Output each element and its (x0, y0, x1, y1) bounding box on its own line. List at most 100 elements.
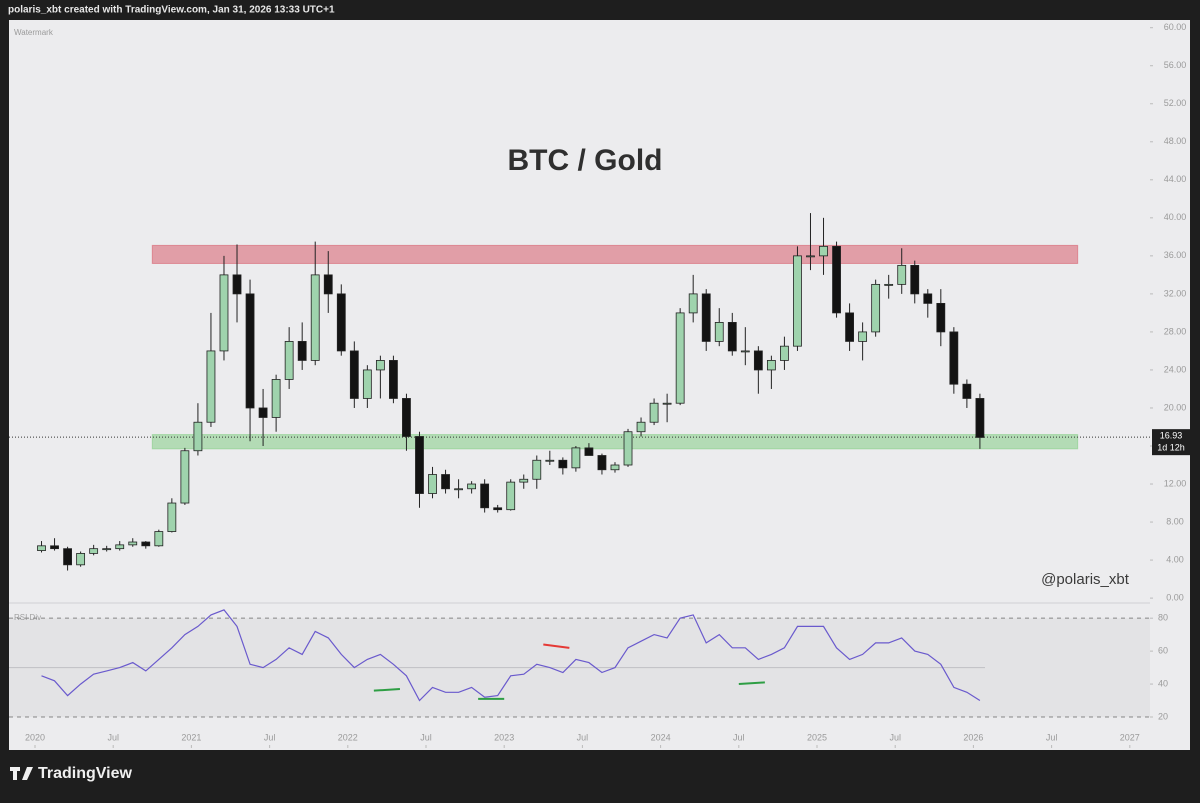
candle-body (571, 447, 581, 469)
candle-body (63, 548, 72, 566)
candle-body (688, 293, 698, 314)
y-tick-label: 52.00 (1164, 98, 1187, 108)
candle-body (271, 379, 281, 418)
candle-body (780, 345, 789, 361)
candle-body (493, 507, 503, 511)
candle-body (180, 450, 190, 504)
candle-body (402, 398, 411, 437)
candle-body (936, 302, 946, 333)
zone (151, 434, 1079, 450)
candle-body (597, 455, 607, 471)
y-tick-label: 4.00 (1166, 554, 1184, 564)
candle-body (819, 245, 828, 257)
candle-body (89, 548, 99, 554)
y-tick-label: 8.00 (1166, 516, 1184, 526)
y-tick-label: 48.00 (1164, 136, 1187, 146)
y-tick-label: 12.00 (1164, 478, 1187, 488)
y-tick-label: 36.00 (1164, 250, 1187, 260)
candle-body (336, 293, 346, 352)
x-tick-label: 2026 (963, 732, 983, 742)
y-tick-label: 28.00 (1164, 326, 1187, 336)
logo-text: TradingView (38, 765, 133, 782)
countdown-label: 1d 12h (1157, 443, 1185, 453)
x-tick-label: Jul (577, 732, 589, 742)
x-tick-label: 2022 (338, 732, 358, 742)
x-tick-label: Jul (264, 732, 276, 742)
last-price-label: 16.93 (1160, 431, 1183, 441)
candle-body (558, 459, 568, 469)
x-tick-label: 2020 (25, 732, 45, 742)
y-tick-label: 60.00 (1164, 22, 1187, 32)
x-tick-label: Jul (1046, 732, 1058, 742)
candle-body (154, 531, 164, 547)
candle-body (115, 544, 125, 550)
logo-mark (22, 767, 33, 780)
candle-body (727, 322, 737, 352)
rsi-divergence (373, 688, 400, 692)
y-tick-label: 40.00 (1164, 212, 1187, 222)
rsi-pane (9, 605, 1150, 745)
x-tick-label: Jul (107, 732, 119, 742)
candle-body (349, 350, 359, 399)
rsi-tick-label: 60 (1158, 645, 1168, 655)
candle-body (128, 541, 138, 546)
candle-body (167, 502, 177, 532)
candle-body (232, 274, 242, 295)
candle-body (362, 369, 372, 399)
candle-body (50, 545, 59, 550)
candle-body (610, 464, 620, 471)
candle-body (428, 474, 437, 494)
candle-body (845, 312, 854, 342)
x-tick-label: 2023 (494, 732, 514, 742)
rsi-divergence (543, 643, 570, 649)
author-annotation: @polaris_xbt (1041, 571, 1130, 588)
candle-body (219, 274, 229, 352)
candle-body (662, 402, 672, 405)
y-tick-label: 56.00 (1164, 60, 1187, 70)
y-tick-label: 44.00 (1164, 174, 1187, 184)
candle-body (206, 350, 216, 423)
candle-body (454, 488, 463, 491)
candle-body (962, 383, 972, 399)
logo: TradingView (10, 765, 133, 782)
candle-body (519, 478, 529, 483)
candle-body (766, 360, 776, 371)
candle-body (949, 331, 959, 385)
candle-body (389, 360, 398, 399)
candle-body (76, 553, 86, 566)
x-tick-label: 2024 (651, 732, 671, 742)
header-text: polaris_xbt created with TradingView.com… (8, 5, 335, 16)
candle-body (480, 483, 490, 509)
candle-body (806, 255, 815, 258)
rsi-line (41, 609, 981, 702)
candle-body (310, 274, 320, 361)
candle-body (532, 459, 542, 480)
x-tick-label: Jul (889, 732, 901, 742)
rsi-label: RSI Div (14, 613, 41, 622)
y-tick-label: 24.00 (1164, 364, 1187, 374)
candle-body (584, 447, 594, 456)
rsi-divergence (738, 681, 765, 686)
candle-body (832, 245, 841, 314)
candle-body (37, 545, 46, 551)
candle-body (193, 421, 203, 452)
candle-body (297, 341, 307, 361)
x-tick-label: Jul (733, 732, 745, 742)
candle-body (415, 436, 424, 494)
rsi-tick-label: 80 (1158, 613, 1168, 623)
x-tick-label: 2027 (1120, 732, 1140, 742)
candle-body (975, 398, 985, 438)
candle-body (623, 431, 633, 466)
rsi-tick-label: 20 (1158, 711, 1168, 721)
y-tick-label: 0.00 (1166, 592, 1184, 602)
candle-body (923, 293, 933, 304)
candle-body (258, 407, 268, 418)
rsi-tick-label: 40 (1158, 678, 1168, 688)
candle-body (375, 360, 385, 371)
chart-title: BTC / Gold (508, 144, 663, 177)
rsi-band (9, 618, 1150, 717)
candle-body (884, 283, 894, 286)
candle-body (675, 312, 685, 404)
candle-body (910, 264, 920, 295)
candle-body (441, 474, 450, 490)
